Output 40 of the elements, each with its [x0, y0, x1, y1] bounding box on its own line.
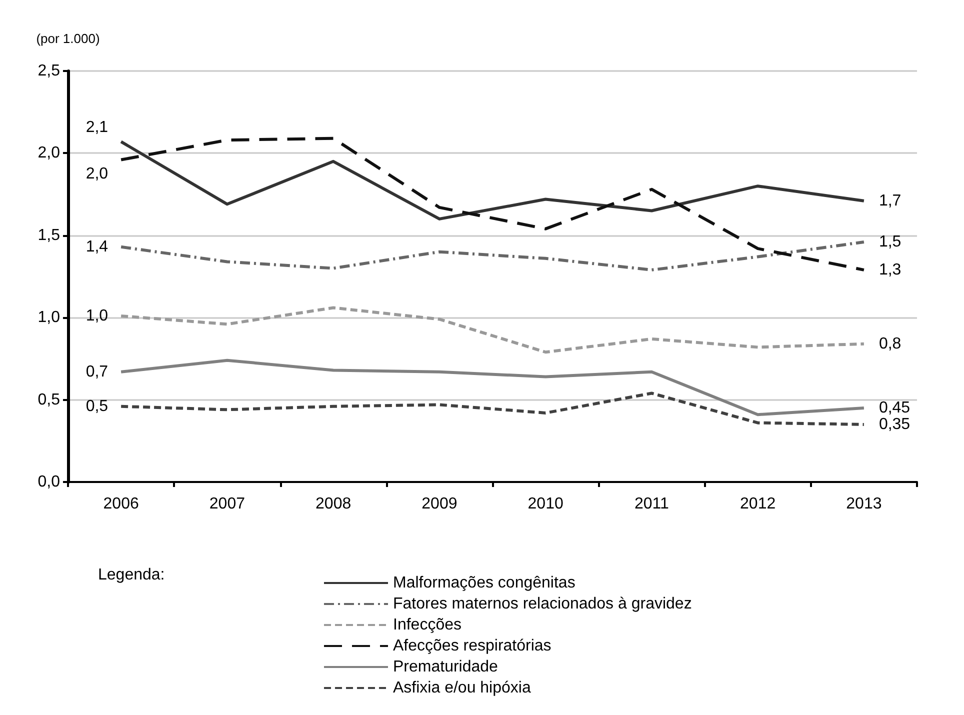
x-tick-label: 2010 [528, 496, 564, 512]
data-label: 0,8 [878, 335, 902, 352]
y-tick-label: 0,0 [38, 474, 60, 490]
legend-label: Malformações congênitas [393, 574, 576, 592]
line-series [120, 140, 866, 220]
y-tick-label: 1,5 [38, 226, 60, 244]
x-tick-label: 2011 [634, 496, 669, 512]
data-label: 0,35 [878, 416, 910, 433]
data-label: 1,4 [86, 238, 108, 256]
data-label: 0,45 [878, 400, 910, 417]
y-tick-label: 0,5 [38, 391, 60, 408]
legend-label: Fatores maternos relacionados à gravidez [393, 596, 692, 612]
data-label: 2,0 [86, 165, 108, 182]
x-tick-label: 2007 [209, 496, 246, 512]
data-label: 1,5 [878, 233, 902, 250]
data-label: 0,5 [86, 398, 108, 415]
y-tick-label: 2,0 [38, 144, 60, 162]
legend-label: Prematuridade [393, 658, 498, 676]
data-label: 1,7 [878, 192, 902, 210]
y-tick-label: 1,0 [38, 309, 60, 326]
legend-label: Infecções [393, 616, 462, 634]
x-tick-label: 2006 [103, 496, 139, 512]
y-axis-title: (por 1.000) [36, 31, 100, 46]
x-tick-label: 2008 [316, 496, 352, 512]
legend-label: Afecções respiratórias [393, 638, 552, 654]
line-series [120, 240, 866, 272]
line-series [120, 306, 866, 354]
line-series [120, 136, 866, 272]
data-label: 1,3 [878, 261, 902, 278]
line-series [120, 392, 866, 426]
y-tick-label: 2,5 [38, 62, 60, 80]
x-tick-label: 2009 [422, 496, 458, 512]
data-label: 1,0 [86, 307, 108, 324]
legend-label: Asfixia e/ou hipóxia [393, 680, 531, 696]
x-tick-label: 2013 [846, 496, 882, 512]
line-series [120, 358, 866, 416]
data-label: 0,7 [86, 363, 108, 380]
x-tick-label: 2012 [740, 496, 776, 512]
legend-title: Legenda: [98, 566, 165, 584]
data-label: 2,1 [86, 119, 108, 136]
